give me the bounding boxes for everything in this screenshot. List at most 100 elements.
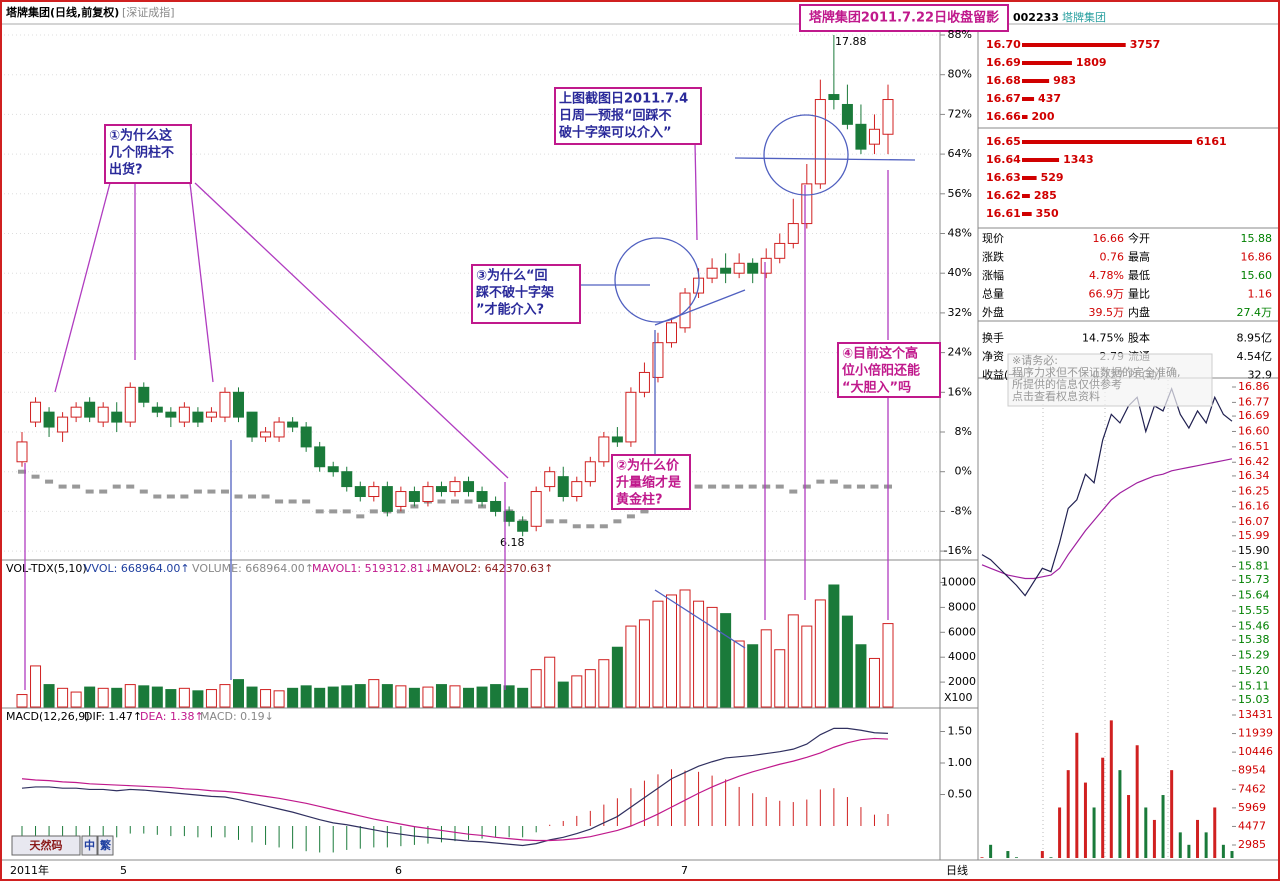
- index-mark: [829, 479, 838, 484]
- candle-body: [720, 267, 732, 274]
- volume-bar: [638, 619, 650, 708]
- toolbar-label: 繁: [99, 838, 112, 852]
- intraday-price-tick: 16.16: [1238, 500, 1270, 513]
- volume-bar: [855, 644, 867, 708]
- intraday-price-tick: 15.64: [1238, 589, 1270, 602]
- intraday-volume-bar: [1196, 819, 1200, 858]
- candle-body: [666, 322, 677, 344]
- book-volume: 200: [1032, 110, 1055, 123]
- intraday-volume-tick: 4477: [1238, 819, 1266, 832]
- toolbar-button[interactable]: [81, 835, 98, 856]
- intraday-price-tick: 16.86: [1238, 380, 1270, 393]
- intraday-price-tick: 15.73: [1238, 573, 1270, 586]
- tooltip-text: ※请务必:: [1012, 354, 1058, 367]
- macd-header: DIF: 1.47↑: [84, 710, 142, 723]
- annotation-box: [837, 342, 941, 398]
- macd-header: DEA: 1.38↑: [140, 710, 204, 723]
- candle-body: [300, 426, 312, 448]
- caption: 塔牌集团2011.7.22日收盘留影: [809, 10, 999, 26]
- x-tick-label: 5: [120, 864, 127, 877]
- quote-value: 32.9: [1248, 369, 1273, 382]
- candle-body: [57, 416, 69, 433]
- toolbar-button[interactable]: [97, 835, 114, 856]
- low-label: 6.18: [500, 536, 525, 549]
- book-bar: [1022, 61, 1072, 65]
- tooltip-text: 所提供的信息仅供参考: [1012, 377, 1122, 391]
- intraday-volume-bar: [1213, 807, 1217, 858]
- tooltip-text: 点击查看权息资料: [1012, 389, 1100, 403]
- volume-bar: [97, 687, 109, 708]
- intraday-price-tick: 15.81: [1238, 560, 1270, 573]
- index-mark: [234, 494, 243, 499]
- volume-bar: [287, 687, 299, 708]
- intraday-price-tick: 16.69: [1238, 409, 1270, 422]
- volume-bar: [178, 687, 190, 708]
- book-volume: 285: [1034, 189, 1057, 202]
- intraday-volume-bar: [1152, 819, 1156, 858]
- index-mark: [572, 524, 581, 529]
- volume-bar: [584, 669, 596, 708]
- book-volume: 437: [1038, 92, 1061, 105]
- candle-body: [814, 99, 826, 185]
- y-tick-label: 2000: [948, 675, 976, 688]
- intraday-volume-bar: [1221, 844, 1225, 858]
- intraday-volume-bar: [1118, 770, 1122, 858]
- candle-body: [260, 431, 272, 438]
- index-mark: [302, 499, 311, 504]
- volume-bar: [151, 686, 163, 708]
- volume-bar: [868, 657, 880, 708]
- volume-bar: [652, 600, 664, 708]
- book-price: 16.63: [986, 171, 1021, 184]
- macd-header: MACD(12,26,9): [6, 710, 90, 723]
- candle-body: [584, 461, 596, 483]
- quote-value: 39.5万: [1089, 306, 1125, 319]
- toolbar-button[interactable]: [11, 835, 81, 856]
- index-mark: [180, 494, 189, 499]
- candle-body: [97, 406, 109, 423]
- volume-bar: [774, 649, 786, 708]
- candle-body: [381, 486, 393, 512]
- quote-label: 股本: [1128, 331, 1150, 345]
- intraday-avg-line: [981, 458, 1233, 580]
- annotation-text: 日周一预报“回踩不: [559, 108, 672, 124]
- volume-bar: [246, 686, 258, 708]
- quote-value: 15.60: [1241, 269, 1273, 282]
- annotation-arrow: [54, 182, 111, 393]
- dea-line: [21, 737, 889, 842]
- candle-body: [395, 491, 407, 507]
- stock-code: 002233: [1013, 11, 1059, 24]
- candle-body: [463, 481, 475, 493]
- index-mark: [870, 484, 879, 489]
- volume-bar: [354, 684, 366, 708]
- volume-unit: X100: [944, 691, 973, 704]
- annotation-text: “大胆入”吗: [842, 380, 911, 396]
- y-tick-label: 10000: [941, 576, 976, 589]
- tooltip-text: 程序力求但不保证数据的完全准确,: [1012, 365, 1181, 379]
- candle-body: [368, 486, 380, 498]
- annotation-arrow: [654, 289, 746, 326]
- candle-body: [557, 476, 569, 498]
- intraday-volume-bar: [1161, 795, 1165, 858]
- intraday-volume-bar: [1187, 844, 1191, 858]
- index-mark: [31, 474, 40, 479]
- candle-body: [341, 471, 353, 488]
- intraday-price-tick: 15.29: [1238, 648, 1270, 661]
- annotation-text: ①为什么这: [109, 128, 172, 144]
- volume-bar: [124, 684, 136, 708]
- macd-header: MACD: 0.19↓: [200, 710, 274, 723]
- candle-body: [233, 391, 244, 418]
- candle-body: [422, 486, 434, 502]
- intraday-volume-bar: [980, 857, 984, 858]
- y-tick-label: 8%: [955, 425, 972, 438]
- quote-label: 换手: [982, 331, 1004, 345]
- high-label: 17.88: [835, 35, 867, 48]
- book-price: 16.61: [986, 207, 1021, 220]
- volume-bar: [814, 599, 826, 708]
- volume-bar: [476, 686, 488, 708]
- annotation-text: ②为什么价: [616, 458, 680, 474]
- x-tick-label: 7: [681, 864, 688, 877]
- candle-body: [178, 406, 190, 423]
- volume-bar: [733, 640, 745, 708]
- candle-body: [747, 262, 759, 274]
- book-volume: 350: [1036, 207, 1059, 220]
